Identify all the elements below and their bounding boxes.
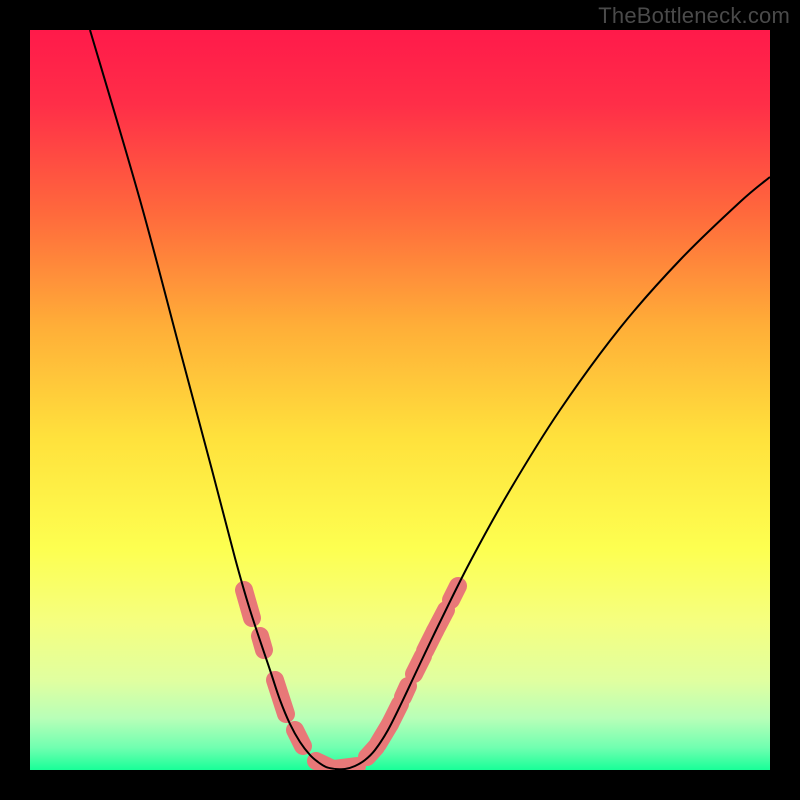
gradient-background <box>30 30 770 770</box>
outer-frame: TheBottleneck.com <box>0 0 800 800</box>
watermark-text: TheBottleneck.com <box>598 3 790 29</box>
plot-area <box>30 30 770 770</box>
